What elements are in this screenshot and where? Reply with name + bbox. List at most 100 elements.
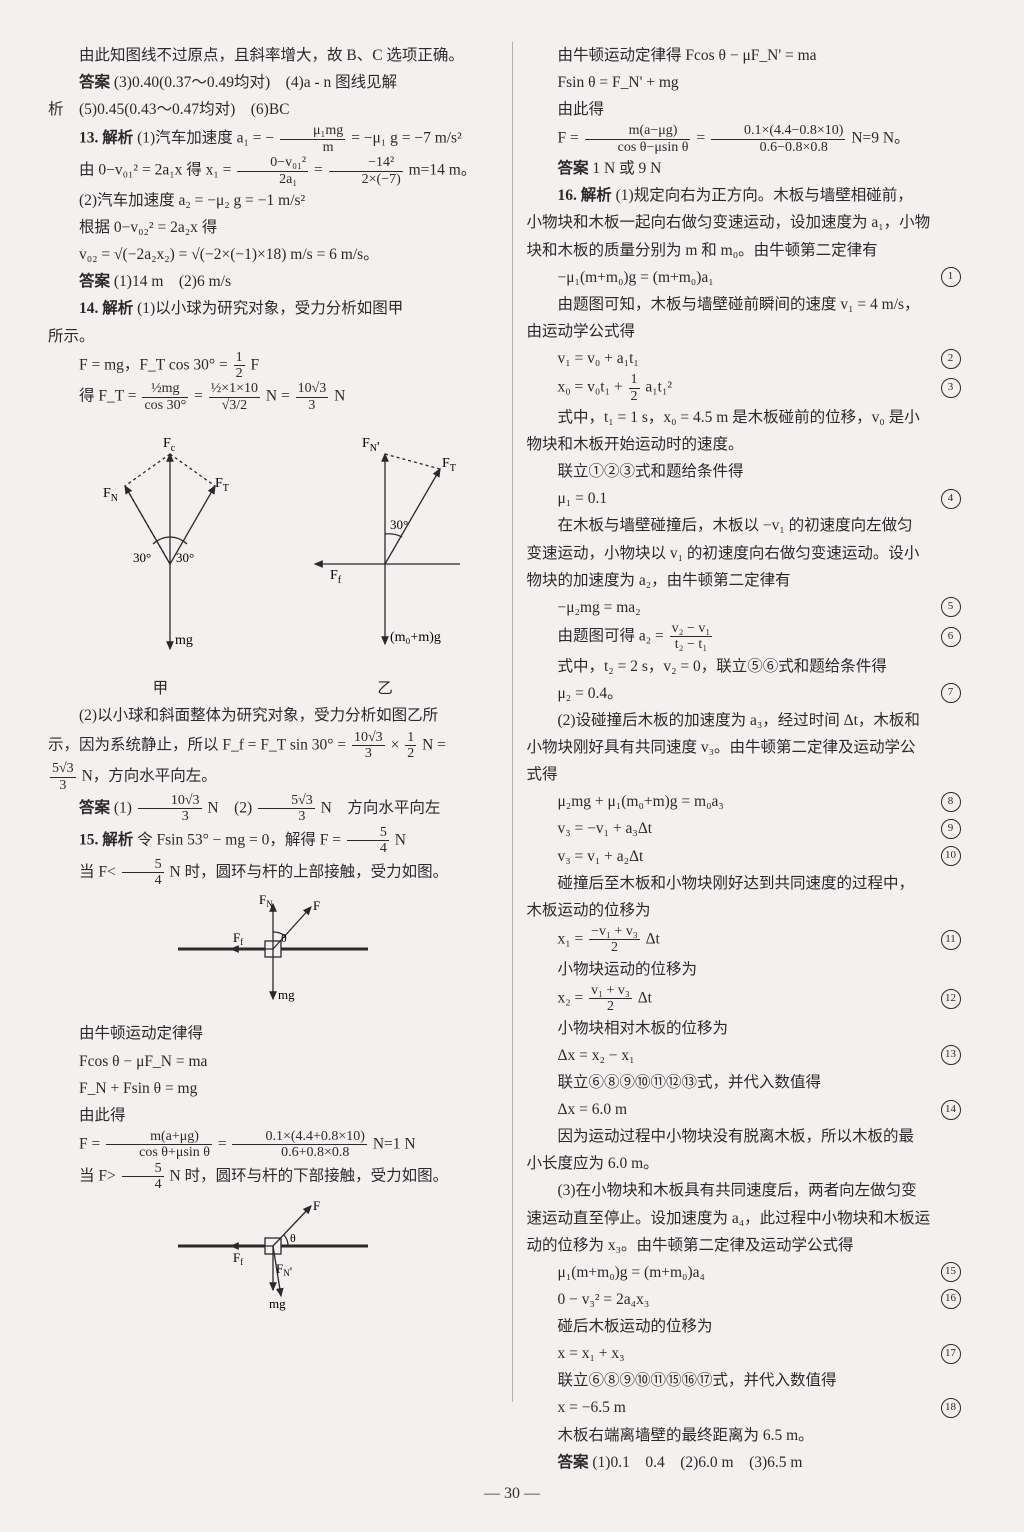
svg-text:Fc: Fc <box>163 436 176 454</box>
text: v₃ = v₁ + a₂Δt <box>558 843 644 870</box>
text: v₃ = −v₁ + a₃Δt <box>558 815 653 842</box>
den: 2 <box>405 746 416 761</box>
eq: 0 − v₃² = 2a₄x₃ 16 <box>527 1286 977 1313</box>
text: 1 N 或 9 N <box>592 160 661 177</box>
text: x₁ = <box>558 930 584 947</box>
num: 5√3 <box>258 793 315 809</box>
text: 小物块刚好具有共同速度 v₃。由牛顿第二定律及运动学公 <box>527 734 977 761</box>
num: −14² <box>329 155 403 171</box>
left-column: 由此知图线不过原点，且斜率增大，故 B、C 选项正确。 答案 (3)0.40(0… <box>40 42 506 1476</box>
text: N 时，圆环与杆的下部接触，受力如图。 <box>170 1167 449 1184</box>
num: −v₁ + v₃ <box>589 924 640 940</box>
fraction: ½×1×10 √3/2 <box>207 381 262 413</box>
den: cos θ−μsin θ <box>585 140 691 155</box>
text: (2)汽车加速度 a₂ = −μ₂ g = −1 m/s² <box>48 187 498 214</box>
text: 物块的加速度为 a₂，由牛顿第二定律有 <box>527 567 977 594</box>
text: a₁t₁² <box>645 379 672 396</box>
den: 2 <box>234 366 245 381</box>
den: m <box>280 140 345 155</box>
fraction: 10√3 3 <box>136 793 204 825</box>
fraction: v₂ − v₁ t₂ − t₁ <box>668 621 715 653</box>
text: 联立①②③式和题给条件得 <box>527 458 977 485</box>
svg-text:FT: FT <box>215 476 229 494</box>
q14-line: 14. 解析 (1)以小球为研究对象，受力分析如图甲 <box>48 295 498 322</box>
q15-label: 15. 解析 <box>79 831 133 848</box>
fraction: 10√3 3 <box>294 381 331 413</box>
eq: 得 F_T = ½mg cos 30° = ½×1×10 √3/2 N = 10… <box>48 381 498 413</box>
text: 示，因为系统静止，所以 F_f = F_T sin 30° = 10√3 3 ×… <box>48 730 498 762</box>
eq: F = mg，F_T cos 30° = 1 2 F <box>48 350 498 382</box>
num: 5 <box>122 857 164 873</box>
text: 析 (5)0.45(0.43～0.47均对) (6)BC <box>48 96 498 123</box>
text: F = m(a−μg) cos θ−μsin θ = 0.1×(4.4−0.8×… <box>527 123 977 155</box>
text: 木板运动的位移为 <box>527 897 977 924</box>
text: 由此知图线不过原点，且斜率增大，故 B、C 选项正确。 <box>48 42 498 69</box>
eq: x₀ = v₀t₁ + 1 2 a₁t₁² 3 <box>527 372 977 404</box>
text: Fsin θ = F_N' + mg <box>527 69 977 96</box>
num: v₁ + v₃ <box>589 983 632 999</box>
num: m(a−μg) <box>585 123 691 139</box>
text: (1) <box>114 800 132 817</box>
fraction: −14² 2×(−7) <box>327 155 405 187</box>
text: F = <box>79 1135 100 1152</box>
fig-label-jia: 甲 <box>65 675 255 702</box>
den: 2 <box>589 999 632 1014</box>
circle-num-icon: 15 <box>941 1262 961 1282</box>
num: 5√3 <box>50 761 76 777</box>
text: Δx = 6.0 m <box>558 1096 628 1123</box>
fraction: 5 4 <box>120 1161 166 1193</box>
page-number: — 30 — <box>0 1480 1024 1508</box>
text: x = −6.5 m <box>558 1394 626 1421</box>
num: 0.1×(4.4+0.8×10) <box>232 1129 367 1145</box>
text: N 时，圆环与杆的上部接触，受力如图。 <box>170 863 449 880</box>
text: N <box>395 831 406 848</box>
text: −μ₂mg = ma₂ <box>558 594 641 621</box>
den: 0.6−0.8×0.8 <box>711 140 846 155</box>
num: 1 <box>629 372 640 388</box>
eq: Δx = 6.0 m 14 <box>527 1096 977 1123</box>
num: ½×1×10 <box>209 381 260 397</box>
svg-text:θ: θ <box>281 931 287 945</box>
svg-text:F: F <box>313 1198 320 1213</box>
text: F <box>250 356 259 373</box>
text: m=14 m。 <box>409 162 477 179</box>
text: Δx = x₂ − x₁ <box>558 1042 635 1069</box>
text: N，方向水平向左。 <box>82 768 217 785</box>
eq: x₁ = −v₁ + v₃ 2 Δt 11 <box>527 924 977 956</box>
text: (3)0.40(0.37～0.49均对) (4)a - n 图线见解 <box>114 74 397 91</box>
text: μ₂ = 0.4。 <box>558 680 623 707</box>
num: 1 <box>405 730 416 746</box>
text: N = <box>422 736 446 753</box>
den: 0.6+0.8×0.8 <box>232 1145 367 1160</box>
text: (1)14 m (2)6 m/s <box>114 273 231 290</box>
den: 2 <box>629 389 640 404</box>
q16-line: 16. 解析 (1)规定向右为正方向。木板与墙壁相碰前， <box>527 182 977 209</box>
text: x₀ = v₀t₁ + <box>558 379 623 396</box>
fraction: 0.1×(4.4−0.8×10) 0.6−0.8×0.8 <box>709 123 848 155</box>
num: 1 <box>234 350 245 366</box>
label-answer: 答案 <box>558 1454 589 1471</box>
text: 得 F_T = <box>79 388 137 405</box>
fraction: μ₁mg m <box>278 123 347 155</box>
eq: 由题图可得 a₂ = v₂ − v₁ t₂ − t₁ 6 <box>527 621 977 653</box>
text: 由运动学公式得 <box>527 318 977 345</box>
svg-text:mg: mg <box>175 633 193 648</box>
q13-line: 13. 解析 (1)汽车加速度 a₁ = − μ₁mg m = −μ₁ g = … <box>48 123 498 155</box>
text: 由 0−v₀₁² = 2a₁x 得 x₁ = 0−v₀₁² 2a₁ = −14²… <box>48 155 498 187</box>
svg-text:30°: 30° <box>133 550 151 565</box>
fraction: 0.1×(4.4+0.8×10) 0.6+0.8×0.8 <box>230 1129 369 1161</box>
text: N 方向水平向左 <box>321 800 441 817</box>
text: × <box>391 736 400 753</box>
circle-num-icon: 7 <box>941 683 961 703</box>
den: cos θ+μsin θ <box>106 1145 212 1160</box>
text: F = m(a+μg) cos θ+μsin θ = 0.1×(4.4+0.8×… <box>48 1129 498 1161</box>
fraction: 5 4 <box>120 857 166 889</box>
eq: v₃ = −v₁ + a₃Δt 9 <box>527 815 977 842</box>
fraction: 5 4 <box>345 825 391 857</box>
circle-num-icon: 3 <box>941 378 961 398</box>
den: 3 <box>138 809 202 824</box>
circle-num-icon: 17 <box>941 1344 961 1364</box>
circle-num-icon: 11 <box>941 930 961 950</box>
eq: −μ₁(m+m₀)g = (m+m₀)a₁ 1 <box>527 264 977 291</box>
text: 答案 (1)14 m (2)6 m/s <box>48 268 498 295</box>
